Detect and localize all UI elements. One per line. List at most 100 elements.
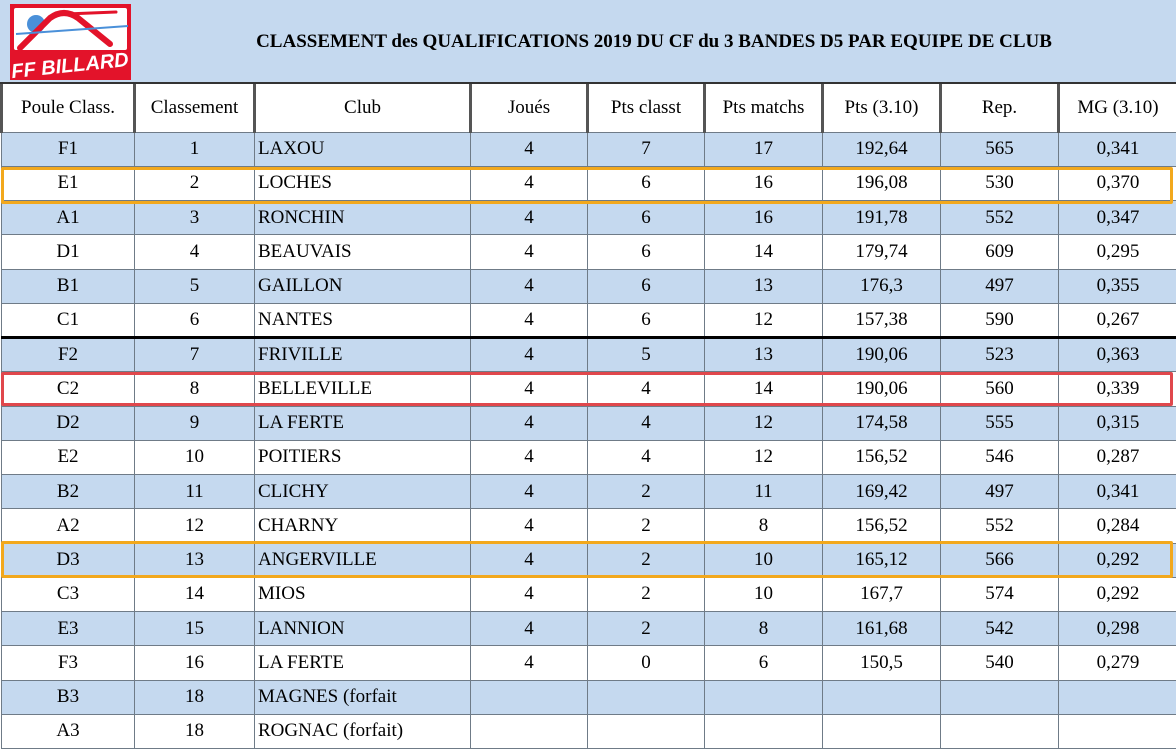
mg-cell: 0,347 [1058, 199, 1176, 236]
pts-310-cell [822, 713, 941, 749]
club-cell: LOCHES [254, 165, 471, 202]
rank-cell: 18 [134, 679, 255, 715]
rep-cell: 609 [940, 234, 1059, 270]
rep-cell: 552 [940, 199, 1059, 236]
col-header: Club [253, 84, 472, 133]
played-cell: 4 [470, 508, 588, 544]
rank-cell: 8 [134, 371, 255, 407]
pts-310-cell: 190,06 [822, 371, 941, 407]
rep-cell: 566 [940, 542, 1059, 578]
table-row: D2 9 LA FERTE 4 4 12 174,58 555 0,315 [1, 405, 1176, 441]
rank-cell: 11 [134, 473, 255, 510]
played-cell: 4 [470, 405, 588, 441]
pts-classt-cell: 4 [587, 405, 705, 441]
mg-cell: 0,355 [1058, 268, 1176, 304]
mg-cell [1058, 679, 1176, 715]
pts-310-cell: 161,68 [822, 610, 941, 647]
pts-matchs-cell: 13 [704, 336, 823, 373]
rep-cell: 565 [940, 131, 1059, 167]
pts-310-cell [822, 679, 941, 715]
col-header: Rep. [939, 84, 1060, 133]
club-cell: LANNION [254, 610, 471, 647]
pts-classt-cell: 2 [587, 610, 705, 647]
club-cell: FRIVILLE [254, 336, 471, 373]
mg-cell: 0,267 [1058, 302, 1176, 340]
played-cell: 4 [470, 234, 588, 270]
rep-cell: 555 [940, 405, 1059, 441]
club-cell: LA FERTE [254, 405, 471, 441]
page-header: FF BILLARD CLASSEMENT des QUALIFICATIONS… [0, 0, 1176, 84]
club-cell: POITIERS [254, 439, 471, 476]
poule-cell: C2 [1, 371, 135, 407]
poule-cell: E2 [1, 439, 135, 476]
club-cell: BELLEVILLE [254, 371, 471, 407]
played-cell: 4 [470, 268, 588, 304]
table-row: E2 10 POITIERS 4 4 12 156,52 546 0,287 [1, 439, 1176, 476]
pts-matchs-cell: 8 [704, 508, 823, 544]
header-row: Poule Class. Classement Club Joués Pts c… [0, 84, 1176, 133]
poule-cell: B3 [1, 679, 135, 715]
pts-310-cell: 156,52 [822, 508, 941, 544]
col-header: MG (3.10) [1057, 84, 1176, 133]
club-cell: ROGNAC (forfait) [254, 713, 471, 749]
pts-310-cell: 150,5 [822, 645, 941, 681]
table-row: F1 1 LAXOU 4 7 17 192,64 565 0,341 [1, 131, 1176, 167]
pts-310-cell: 176,3 [822, 268, 941, 304]
mg-cell: 0,295 [1058, 234, 1176, 270]
pts-classt-cell: 2 [587, 576, 705, 613]
club-cell: RONCHIN [254, 199, 471, 236]
played-cell: 4 [470, 165, 588, 202]
poule-cell: F1 [1, 131, 135, 167]
pts-classt-cell: 4 [587, 439, 705, 476]
pts-matchs-cell: 12 [704, 405, 823, 441]
pts-310-cell: 167,7 [822, 576, 941, 613]
pts-classt-cell: 4 [587, 371, 705, 407]
club-cell: CLICHY [254, 473, 471, 510]
pts-310-cell: 191,78 [822, 199, 941, 236]
pts-matchs-cell: 11 [704, 473, 823, 510]
table-row: F3 16 LA FERTE 4 0 6 150,5 540 0,279 [1, 645, 1176, 681]
mg-cell: 0,287 [1058, 439, 1176, 476]
pts-classt-cell [587, 713, 705, 749]
pts-matchs-cell: 12 [704, 439, 823, 476]
table-row: D1 4 BEAUVAIS 4 6 14 179,74 609 0,295 [1, 234, 1176, 270]
pts-classt-cell: 6 [587, 268, 705, 304]
club-cell: ANGERVILLE [254, 542, 471, 578]
col-header: Pts (3.10) [821, 84, 942, 133]
club-cell: BEAUVAIS [254, 234, 471, 270]
rep-cell: 590 [940, 302, 1059, 340]
poule-cell: D3 [1, 542, 135, 578]
col-header: Pts classt [586, 84, 706, 133]
pts-310-cell: 190,06 [822, 336, 941, 373]
pts-classt-cell: 6 [587, 302, 705, 340]
pts-classt-cell: 6 [587, 199, 705, 236]
pts-matchs-cell: 6 [704, 645, 823, 681]
played-cell: 4 [470, 576, 588, 613]
col-header: Poule Class. [0, 84, 136, 133]
pts-classt-cell: 0 [587, 645, 705, 681]
pts-matchs-cell: 10 [704, 576, 823, 613]
pts-matchs-cell [704, 679, 823, 715]
pts-matchs-cell: 16 [704, 199, 823, 236]
club-cell: NANTES [254, 302, 471, 340]
played-cell: 4 [470, 542, 588, 578]
poule-cell: E3 [1, 610, 135, 647]
col-header: Joués [469, 84, 589, 133]
rep-cell [940, 679, 1059, 715]
poule-cell: A3 [1, 713, 135, 749]
pts-matchs-cell: 17 [704, 131, 823, 167]
played-cell: 4 [470, 371, 588, 407]
played-cell: 4 [470, 439, 588, 476]
poule-cell: A2 [1, 508, 135, 544]
table-row: B2 11 CLICHY 4 2 11 169,42 497 0,341 [1, 473, 1176, 510]
table-body: F1 1 LAXOU 4 7 17 192,64 565 0,341 E1 2 LOCHES 4 6 16 1… [1, 131, 1176, 749]
mg-cell: 0,298 [1058, 610, 1176, 647]
rank-cell: 13 [134, 542, 255, 578]
rank-cell: 7 [134, 336, 255, 373]
pts-classt-cell: 2 [587, 473, 705, 510]
rep-cell: 560 [940, 371, 1059, 407]
pts-310-cell: 165,12 [822, 542, 941, 578]
club-cell: GAILLON [254, 268, 471, 304]
poule-cell: F3 [1, 645, 135, 681]
pts-310-cell: 157,38 [822, 302, 941, 340]
